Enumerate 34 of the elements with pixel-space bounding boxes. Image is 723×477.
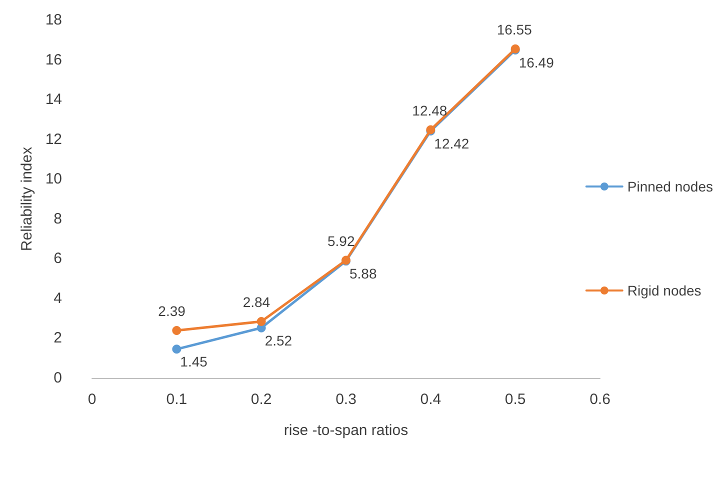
data-label: 16.55 — [496, 21, 532, 38]
data-label: 12.48 — [412, 102, 448, 118]
y-tick-label: 2 — [54, 330, 62, 347]
data-label: 5.92 — [328, 232, 355, 249]
data-label: 16.49 — [518, 54, 554, 71]
y-tick-label: 0 — [54, 370, 62, 386]
x-tick-label: 0.1 — [166, 391, 188, 408]
data-label: 5.88 — [350, 266, 377, 282]
y-tick-label: 4 — [54, 290, 62, 307]
legend-label: Pinned nodes — [627, 178, 714, 194]
data-label: 2.39 — [158, 302, 186, 319]
x-tick-label: 0.6 — [590, 391, 610, 408]
x-tick-label: 0.4 — [420, 391, 442, 408]
data-label: 2.84 — [242, 294, 270, 310]
x-tick-label: 0.5 — [504, 391, 526, 408]
y-axis-title: Reliability index — [18, 146, 36, 252]
x-tick-label: 0.3 — [336, 391, 356, 408]
point — [256, 317, 266, 326]
y-tick-label: 10 — [45, 170, 62, 188]
data-label: 12.42 — [434, 135, 470, 152]
y-tick-label: 14 — [45, 91, 62, 108]
y-tick-label: 6 — [54, 250, 62, 268]
x-tick-label: 0 — [88, 391, 96, 408]
x-axis-title: rise -to-span ratios — [284, 422, 408, 439]
y-tick-label: 16 — [45, 51, 62, 68]
legend-label: Rigid nodes — [627, 282, 702, 298]
data-label: 1.45 — [180, 354, 208, 370]
data-label: 2.52 — [264, 332, 292, 348]
y-tick-label: 18 — [45, 12, 62, 28]
point — [172, 344, 182, 354]
y-tick-label: 8 — [54, 210, 62, 228]
y-tick-label: 12 — [45, 130, 62, 148]
point — [172, 326, 182, 335]
x-tick-label: 0.2 — [250, 391, 272, 408]
